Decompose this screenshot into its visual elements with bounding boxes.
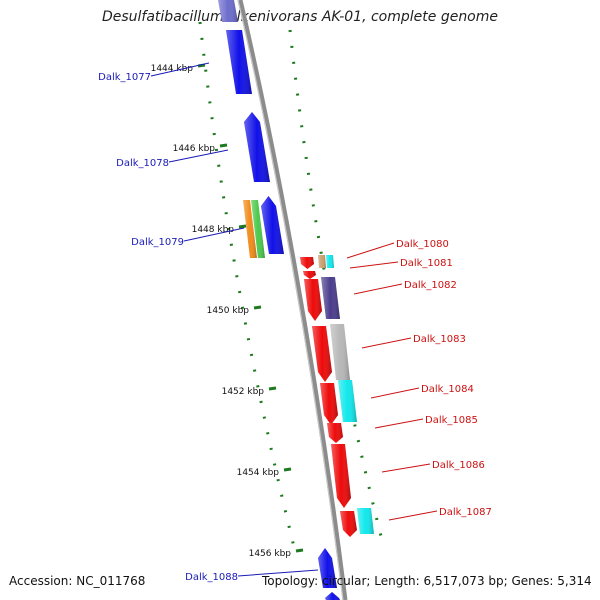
gene-arrow-tan-shade	[318, 255, 326, 268]
gene-label-dalk-1083-leader	[361, 337, 412, 349]
gene-arrow-red-c-shade	[320, 383, 338, 425]
gene-label-dalk-1086: Dalk_1086	[432, 460, 485, 471]
gene-label-dalk-1087-leader	[388, 510, 438, 521]
scale-tick	[283, 467, 292, 472]
scale-tick-label: 1454 kbp	[237, 468, 280, 478]
gene-arrow-red-b-shade	[312, 326, 332, 382]
gene-label-dalk-1088: Dalk_1088	[185, 572, 238, 583]
scale-tick-label: 1450 kbp	[207, 306, 250, 316]
scale-tick	[238, 224, 247, 229]
gene-arrow-dalk-1083-shade	[330, 324, 350, 380]
gene-label-dalk-1081: Dalk_1081	[400, 258, 453, 269]
scale-tick	[219, 143, 228, 148]
gene-arrow-green-shade	[251, 200, 265, 258]
scale-tick-label: 1448 kbp	[192, 225, 235, 235]
gene-label-dalk-1087: Dalk_1087	[439, 507, 492, 518]
gene-arrow-dalk-1078-shade	[244, 112, 270, 182]
accession-text: Accession: NC_011768	[9, 574, 146, 588]
gene-label-dalk-1078-leader	[168, 149, 229, 163]
gene-label-dalk-1086-leader	[381, 463, 431, 473]
genome-backbone-highlight	[237, 0, 344, 600]
gene-arrow-partial-bottom-shade	[325, 592, 340, 600]
gene-label-dalk-1082-leader	[353, 283, 403, 295]
gene-label-dalk-1079-leader	[183, 227, 245, 242]
gene-label-dalk-1088-leader	[237, 569, 319, 577]
gene-label-dalk-1077: Dalk_1077	[98, 72, 151, 83]
gene-arrow-dalk-1088-shade	[318, 548, 337, 588]
gene-label-dalk-1080-leader	[346, 242, 395, 259]
gene-label-dalk-1084: Dalk_1084	[421, 384, 474, 395]
gene-label-dalk-1077-leader	[150, 62, 210, 77]
scale-tick-label: 1446 kbp	[173, 144, 216, 154]
gene-label-dalk-1081-leader	[349, 261, 399, 269]
genome-summary: Topology: circular; Length: 6,517,073 bp…	[262, 574, 592, 588]
gene-label-dalk-1085-leader	[374, 418, 424, 429]
gene-arrow-dalk-1084-shade	[338, 380, 357, 422]
gene-label-dalk-1083: Dalk_1083	[413, 334, 466, 345]
scale-dot-track-left	[198, 21, 298, 556]
gene-arrow-red-tiny-shade	[303, 271, 316, 279]
gene-arrow-dalk-1077-shade	[226, 30, 252, 94]
gene-arrow-dalk-1079-shade	[261, 196, 284, 254]
scale-tick-label: 1456 kbp	[249, 549, 292, 559]
gene-arrow-red-f-shade	[340, 511, 357, 537]
gene-arrow-red-a-shade	[304, 279, 322, 321]
gene-label-dalk-1080: Dalk_1080	[396, 239, 449, 250]
gene-arrow-cyan-small-shade	[326, 255, 334, 268]
gene-arrow-dalk-1087-shade	[357, 508, 374, 534]
scale-tick-label: 1452 kbp	[222, 387, 265, 397]
gene-arrow-dalk-1082-shade	[321, 277, 340, 319]
scale-tick	[197, 63, 206, 68]
scale-tick	[268, 386, 277, 391]
genome-backbone	[237, 0, 348, 600]
map-title: Desulfatibacillum alkenivorans AK-01, co…	[101, 9, 499, 25]
scale-tick	[253, 305, 262, 310]
gene-arrow-red-d-shade	[327, 423, 343, 443]
gene-arrow-red-small-shade	[300, 257, 314, 269]
gene-label-dalk-1085: Dalk_1085	[425, 415, 478, 426]
gene-arrow-red-e-shade	[331, 444, 351, 508]
gene-arrow-partial-top-shade	[218, 0, 238, 22]
scale-tick-label: 1444 kbp	[151, 64, 194, 74]
gene-label-dalk-1079: Dalk_1079	[131, 237, 184, 248]
gene-label-dalk-1078: Dalk_1078	[116, 158, 169, 169]
scale-tick	[295, 548, 304, 553]
gene-label-dalk-1084-leader	[370, 387, 420, 399]
gene-arrow-orange-shade	[243, 200, 257, 258]
gene-label-dalk-1082: Dalk_1082	[404, 280, 457, 291]
